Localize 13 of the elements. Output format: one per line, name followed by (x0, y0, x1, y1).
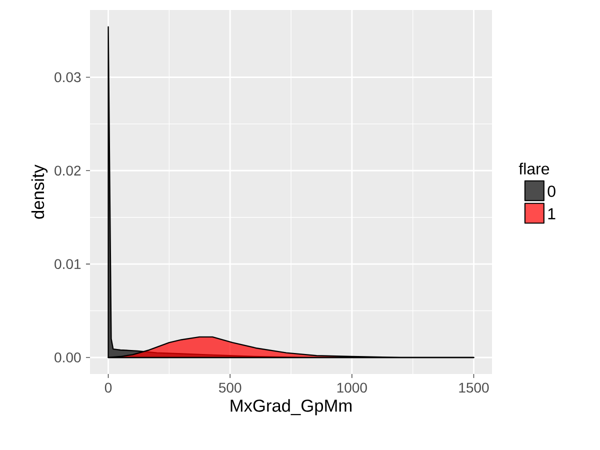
x-tick-label: 500 (218, 382, 242, 393)
legend-label: 1 (548, 208, 556, 220)
x-tick-label: 1500 (459, 382, 489, 393)
x-tick-label: 1000 (337, 382, 367, 393)
y-tick-label: 0.02 (54, 166, 81, 176)
y-tick-label: 0.03 (54, 72, 81, 82)
legend-title: flare (518, 162, 550, 174)
y-tick-label: 0.01 (54, 259, 81, 270)
x-tick-label: 0 (104, 382, 112, 393)
y-tick-label: 0.00 (54, 352, 81, 362)
legend-label: 0 (548, 186, 556, 197)
y-axis-title: density (31, 164, 48, 219)
x-axis-title: MxGrad_GpMm (230, 399, 352, 416)
